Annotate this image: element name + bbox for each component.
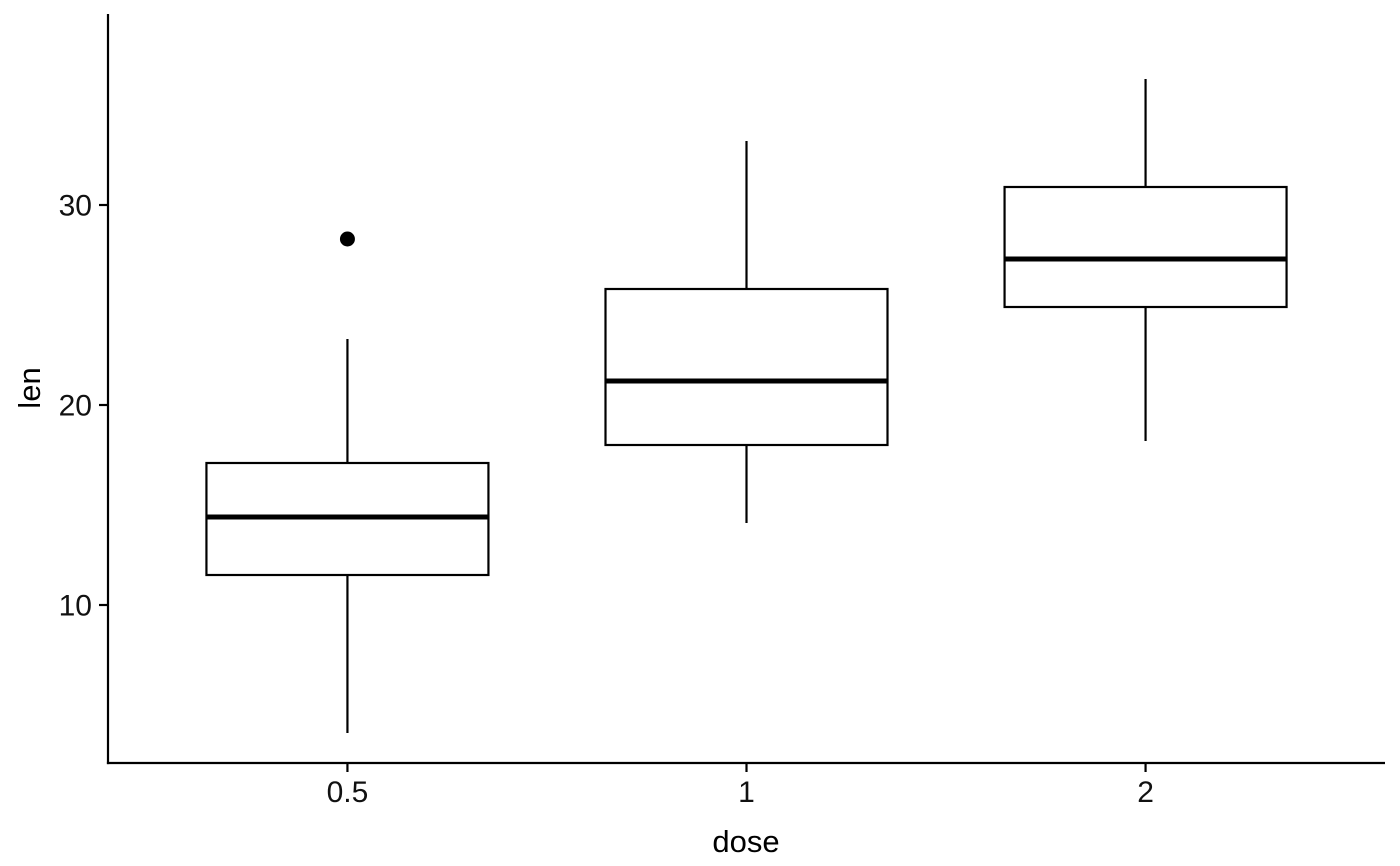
x-axis-title: dose bbox=[712, 824, 779, 859]
outlier-point bbox=[339, 231, 355, 247]
box-1 bbox=[604, 287, 889, 447]
x-tick-label: 0.5 bbox=[327, 776, 369, 809]
y-tick-label: 30 bbox=[59, 190, 92, 223]
box-2 bbox=[1003, 185, 1288, 309]
x-tick-label: 2 bbox=[1137, 776, 1154, 809]
plot-panel: 10 20 30 0.5 1 2 bbox=[59, 14, 1385, 809]
y-tick-label: 20 bbox=[59, 390, 92, 423]
x-tick-label: 1 bbox=[738, 776, 755, 809]
y-tick-label: 10 bbox=[59, 590, 92, 623]
y-axis-title: len bbox=[12, 367, 47, 408]
